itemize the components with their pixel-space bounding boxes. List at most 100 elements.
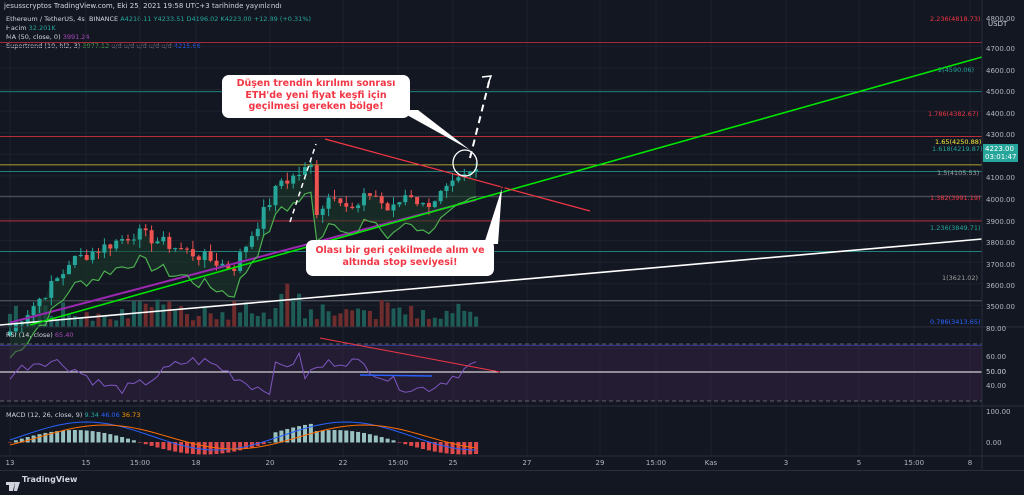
volume-bar [421, 310, 425, 327]
candle-body [432, 201, 437, 207]
volume-bar [314, 319, 319, 327]
macd-legend[interactable]: MACD (12, 26, close, 9) 9.34 46.06 36.73 [6, 411, 140, 419]
candle-body [143, 228, 148, 231]
macd-line [9, 421, 477, 451]
macd-bar [137, 442, 142, 443]
tradingview-logo-icon[interactable] [6, 476, 20, 491]
currency-label[interactable]: USDT [988, 20, 1008, 28]
candle-body [373, 195, 378, 197]
volume-bar [190, 320, 195, 327]
volume-bar [320, 304, 325, 327]
y-tick: 3800.00 [986, 239, 1015, 247]
current-price: 4223.00 [985, 145, 1014, 153]
annotation-bottom[interactable]: Olası bir geri çekilmede alım ve altında… [306, 240, 494, 276]
x-tick: 15:00 [387, 459, 409, 467]
macd-bar [314, 431, 319, 443]
uptrend-line [29, 56, 983, 326]
candle-body [314, 165, 319, 215]
macd-bar [438, 442, 443, 453]
volume-bar [385, 302, 390, 327]
macd-axis[interactable]: 100.00 0.00 [982, 406, 1024, 456]
x-tick: 27 [522, 459, 532, 467]
volume-bar [244, 302, 248, 327]
macd-bar [261, 442, 266, 445]
macd-value-3: 36.73 [121, 411, 141, 419]
macd-bar [320, 430, 325, 443]
volume-bar [379, 299, 384, 327]
x-tick: 3 [783, 459, 789, 467]
rsi-tick: 40.00 [986, 382, 1007, 390]
macd-bar [279, 430, 284, 443]
macd-bar [161, 442, 166, 450]
bottom-bubble-pointer [484, 188, 502, 244]
volume-bar [61, 302, 66, 327]
volume-bar [78, 317, 83, 327]
supertrend-line [9, 191, 477, 359]
y-tick: 3500.00 [986, 303, 1015, 311]
candle-body [468, 171, 473, 175]
volume-bar [273, 308, 278, 327]
candle-body [226, 263, 231, 269]
macd-bar [90, 431, 95, 443]
fib-label-1236: 1.236(3849.71) [930, 224, 981, 232]
rsi-label[interactable]: RSI (14, close) [6, 331, 53, 339]
candle-body [273, 185, 278, 206]
fib-label-1: 1(3621.02) [942, 274, 979, 282]
candle-body [303, 167, 307, 175]
rsi-axis[interactable]: 80.00 60.00 50.00 40.00 [982, 325, 1024, 406]
macd-bar [13, 440, 18, 443]
candle-body [344, 203, 349, 207]
candle-body [173, 248, 178, 250]
fib-label-2: 2(4590.06) [938, 66, 975, 74]
downtrend-line [324, 138, 591, 212]
volume-bar [13, 305, 18, 327]
macd-label[interactable]: MACD (12, 26, close, 9) [6, 411, 83, 419]
volume-bar [249, 313, 254, 327]
macd-bar [149, 442, 154, 446]
macd-bar [344, 430, 349, 443]
volume-bar [285, 283, 290, 327]
macd-bar [196, 442, 201, 455]
rsi-legend[interactable]: RSI (14, close) 65.40 [6, 331, 74, 339]
volume-bar [226, 319, 231, 327]
candle-body [308, 165, 313, 168]
volume-bar [456, 303, 461, 327]
volume-bar [367, 310, 372, 327]
candle-body [131, 239, 136, 241]
volume-bar [196, 315, 201, 327]
volume-label[interactable]: Hacim [6, 24, 27, 32]
volume-bar [155, 299, 160, 327]
candle-body [255, 228, 260, 237]
candle-body [120, 239, 125, 241]
macd-bar [72, 430, 77, 443]
candle-body [450, 180, 455, 186]
ma-label[interactable]: MA (50, close, 0) [6, 33, 61, 41]
macd-bar [78, 430, 83, 443]
volume-bar [96, 313, 101, 327]
rsi-value: 65.40 [54, 331, 74, 339]
macd-bar [415, 442, 420, 448]
candle-body [202, 251, 207, 260]
macd-bar [37, 434, 42, 443]
symbol-title[interactable]: Ethereum / TetherUS, 4s, BINANCE [6, 15, 119, 23]
volume-bar [350, 310, 355, 327]
x-tick: 18 [191, 459, 201, 467]
x-tick: 20 [265, 459, 275, 467]
volume-bar [267, 319, 272, 327]
candle-body [267, 205, 272, 208]
question-mark: ? [500, 185, 505, 195]
rsi-support-line [359, 374, 433, 377]
candle-body [96, 251, 101, 253]
published-caption: jesusscryptos TradingView.com, Eki 25, 2… [4, 2, 282, 10]
x-tick: 22 [338, 459, 348, 467]
price-axis[interactable]: USDT 4800.00 4700.00 4600.00 4500.00 440… [982, 0, 1024, 328]
candle-body [356, 205, 361, 208]
candle-body [385, 203, 390, 211]
volume-bar [397, 307, 402, 327]
footer-bar: TradingView [0, 470, 1024, 491]
annotation-top[interactable]: Düşen trendin kırılımı sonrası ETH'de ye… [222, 75, 410, 118]
y-tick: 3900.00 [986, 218, 1015, 226]
volume-bar [120, 309, 125, 327]
